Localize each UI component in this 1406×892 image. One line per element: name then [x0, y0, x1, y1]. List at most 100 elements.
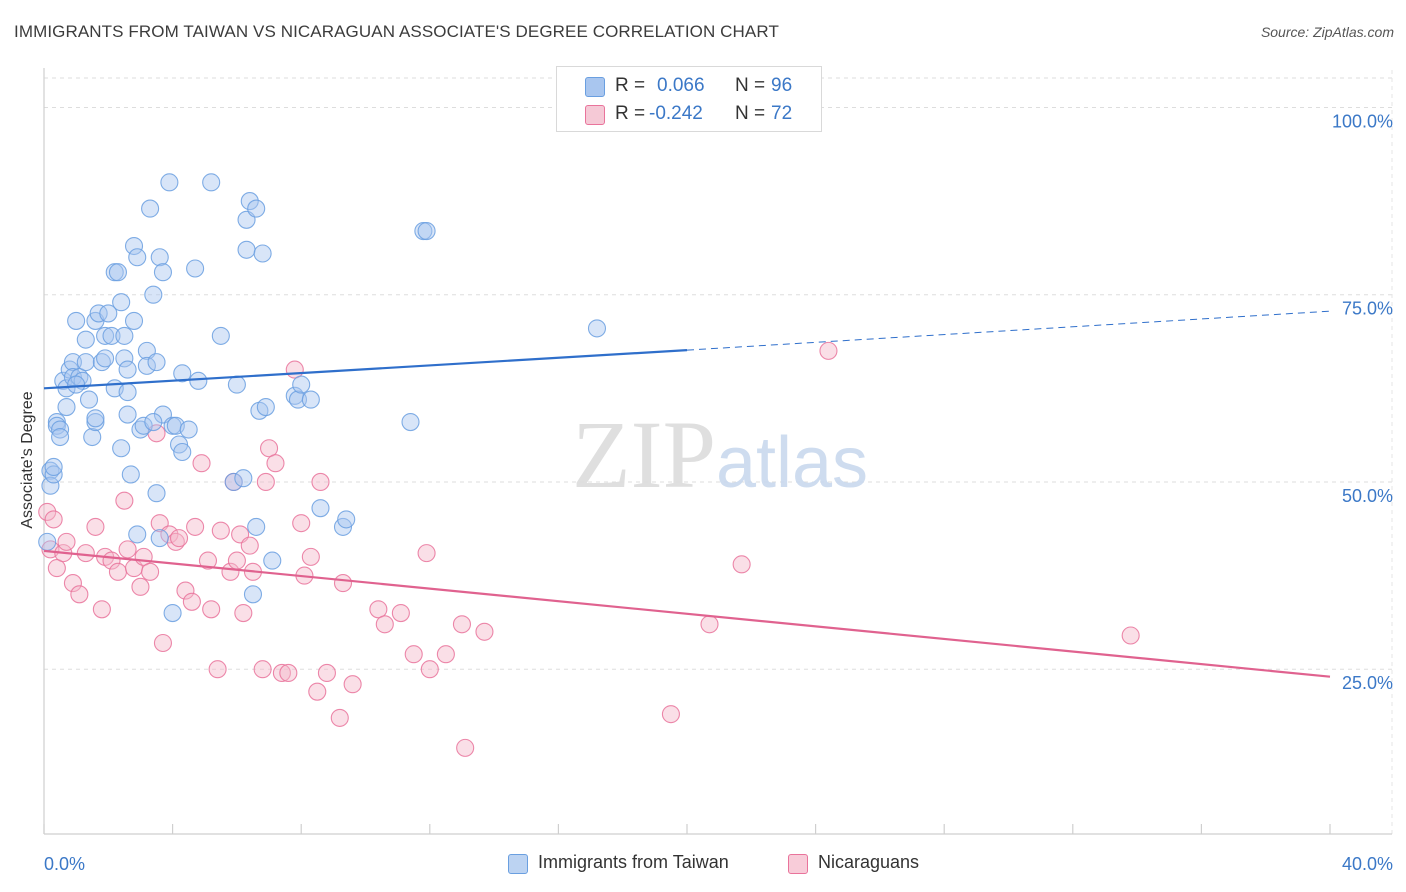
point-taiwan	[202, 173, 221, 192]
y-axis-title-wrap: Associate's Degree	[16, 295, 40, 625]
point-nicaraguans	[475, 622, 494, 641]
point-nicaraguans	[272, 663, 291, 683]
point-nicaraguans	[153, 633, 173, 653]
r-label: R =	[615, 103, 646, 124]
point-nicaraguans	[308, 682, 327, 701]
point-taiwan	[96, 349, 115, 368]
point-taiwan	[160, 173, 179, 192]
point-taiwan	[79, 390, 99, 409]
point-nicaraguans	[317, 663, 336, 683]
axes	[43, 68, 1392, 835]
point-taiwan	[44, 465, 63, 484]
point-taiwan	[227, 375, 246, 394]
trend-line-nicaraguans	[43, 549, 1331, 678]
series-taiwan	[38, 173, 607, 623]
point-taiwan	[144, 285, 163, 304]
point-taiwan	[44, 457, 63, 477]
point-taiwan	[115, 326, 134, 345]
y-tick-label: 75.0%	[1342, 299, 1393, 319]
tick-labels: 25.0% 50.0% 75.0% 100.0% 0.0% 40.0%	[44, 111, 1393, 874]
series-legend: Immigrants from Taiwan Nicaraguans	[0, 852, 1406, 878]
n-value: 72	[771, 103, 793, 124]
stats-row-nicaraguans: R = -0.242 N = 72	[557, 101, 821, 129]
n-label: N =	[735, 103, 766, 124]
point-taiwan	[147, 484, 166, 503]
point-nicaraguans	[343, 675, 362, 694]
point-taiwan	[83, 427, 102, 447]
point-nicaraguans	[63, 574, 82, 593]
point-taiwan	[51, 427, 70, 447]
point-taiwan	[121, 465, 140, 484]
point-taiwan	[292, 375, 311, 394]
n-label: N =	[735, 75, 766, 96]
point-nicaraguans	[266, 454, 285, 473]
point-taiwan	[115, 349, 134, 368]
point-nicaraguans	[253, 660, 272, 679]
legend-label-nicaraguans: Nicaraguans	[818, 852, 920, 872]
point-taiwan	[234, 469, 253, 488]
point-taiwan	[253, 244, 272, 263]
chart-title: IMMIGRANTS FROM TAIWAN VS NICARAGUAN ASS…	[14, 22, 779, 41]
point-nicaraguans	[202, 600, 221, 619]
point-taiwan	[401, 412, 420, 432]
point-taiwan	[76, 330, 95, 349]
point-taiwan	[108, 263, 127, 282]
point-taiwan	[128, 248, 147, 267]
point-taiwan	[337, 510, 356, 529]
point-taiwan	[179, 420, 198, 439]
point-taiwan	[41, 476, 60, 495]
point-nicaraguans	[176, 581, 195, 600]
stats-row-taiwan: R = 0.066 N = 96	[557, 73, 821, 101]
point-nicaraguans	[57, 532, 76, 551]
point-taiwan	[67, 311, 86, 330]
point-taiwan	[102, 326, 121, 345]
trend-line-taiwan	[43, 349, 688, 390]
point-nicaraguans	[38, 502, 57, 521]
swatch-nicaraguans	[788, 854, 808, 874]
point-nicaraguans	[240, 536, 259, 555]
point-taiwan	[76, 353, 95, 372]
point-taiwan	[247, 517, 266, 536]
point-taiwan	[118, 405, 137, 424]
point-taiwan	[118, 383, 137, 402]
point-taiwan	[243, 585, 263, 604]
point-taiwan	[153, 263, 173, 282]
point-nicaraguans	[221, 562, 240, 581]
point-taiwan	[134, 416, 153, 435]
point-taiwan	[163, 603, 182, 623]
point-taiwan	[38, 532, 57, 551]
point-nicaraguans	[76, 544, 95, 563]
point-taiwan	[186, 259, 205, 278]
point-nicaraguans	[661, 705, 680, 724]
point-nicaraguans	[211, 521, 230, 540]
point-nicaraguans	[456, 738, 475, 757]
point-taiwan	[99, 304, 118, 323]
point-nicaraguans	[292, 514, 311, 533]
y-tick-label: 100.0%	[1332, 111, 1393, 131]
n-value: 96	[771, 75, 793, 96]
point-taiwan	[67, 375, 86, 394]
point-nicaraguans	[369, 600, 388, 619]
point-taiwan	[86, 409, 105, 428]
point-nicaraguans	[118, 540, 137, 559]
point-nicaraguans	[452, 615, 472, 634]
point-nicaraguans	[131, 577, 150, 596]
point-nicaraguans	[279, 663, 298, 683]
y-tick-label: 25.0%	[1342, 673, 1393, 693]
point-taiwan	[124, 236, 144, 256]
point-taiwan	[96, 326, 115, 345]
point-nicaraguans	[192, 454, 211, 473]
point-taiwan	[128, 525, 147, 544]
point-nicaraguans	[182, 592, 201, 611]
point-taiwan	[124, 311, 144, 330]
trend-line-taiwan-extension	[686, 310, 1331, 351]
point-taiwan	[150, 529, 169, 548]
point-taiwan	[51, 420, 70, 439]
point-nicaraguans	[404, 645, 423, 664]
point-nicaraguans	[115, 491, 134, 510]
point-nicaraguans	[259, 439, 279, 458]
point-taiwan	[141, 199, 160, 218]
point-nicaraguans	[819, 341, 838, 360]
point-taiwan	[112, 293, 131, 312]
point-nicaraguans	[420, 660, 439, 679]
